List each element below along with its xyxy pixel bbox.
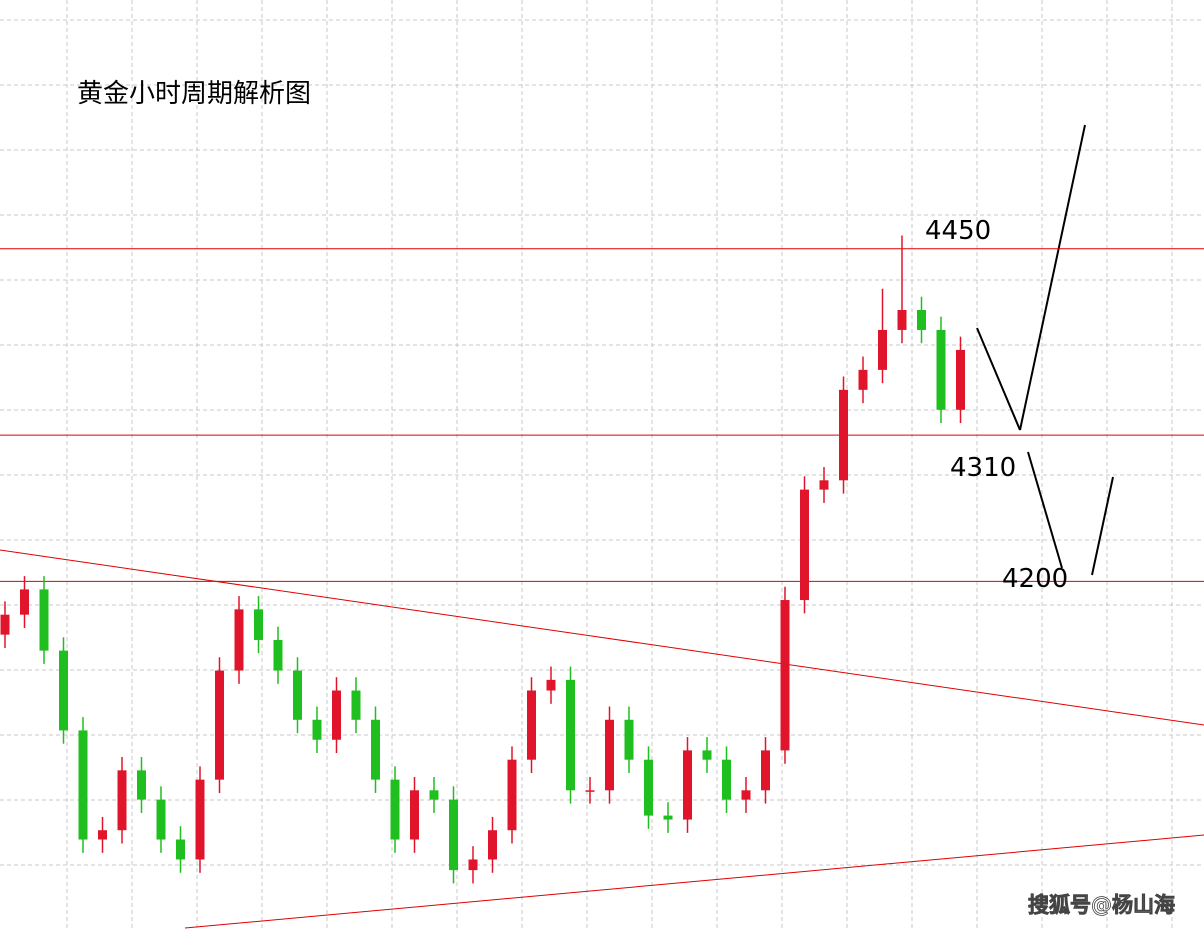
candle-body xyxy=(566,679,575,791)
candle-body xyxy=(98,830,107,840)
trend-line xyxy=(0,549,1204,726)
candle-body xyxy=(663,815,673,820)
candle-body xyxy=(527,690,536,760)
candle-body xyxy=(78,730,88,840)
candle-body xyxy=(176,839,185,860)
candle-body xyxy=(215,670,224,780)
candle-body xyxy=(312,719,322,740)
candle-body xyxy=(137,770,146,800)
candle-body xyxy=(195,779,205,860)
candle-body xyxy=(741,790,751,800)
candle-body xyxy=(351,690,361,720)
candle-body xyxy=(488,830,497,860)
chart-title: 黄金小时周期解析图 xyxy=(77,79,311,109)
candle-body xyxy=(819,480,829,490)
candle-body xyxy=(605,719,614,791)
candle-body xyxy=(917,310,926,330)
candle-body xyxy=(156,799,166,840)
candle-body xyxy=(878,329,887,370)
candle-body xyxy=(332,690,341,740)
candle-body xyxy=(390,779,400,840)
candle-body xyxy=(59,650,68,731)
candle-body xyxy=(429,790,439,800)
candle-body xyxy=(234,609,244,671)
candle-body xyxy=(585,790,595,792)
candle-body xyxy=(410,790,419,840)
level-label: 4450 xyxy=(925,216,991,246)
candle-body xyxy=(780,600,790,751)
candle-body xyxy=(683,750,692,820)
candle-body xyxy=(117,770,127,831)
candle-body xyxy=(546,679,556,691)
candle-body xyxy=(839,389,848,481)
projection-lines xyxy=(976,124,1114,576)
level-label: 4310 xyxy=(950,453,1016,483)
candle-body xyxy=(449,799,458,871)
candle-body xyxy=(39,589,49,651)
candle-body xyxy=(273,639,283,671)
candle-body xyxy=(254,609,263,640)
candle-body xyxy=(624,719,634,760)
candle-body xyxy=(722,759,731,800)
level-label: 4200 xyxy=(1002,564,1068,594)
candle-body xyxy=(507,759,517,831)
watermark: 搜狐号@杨山海 xyxy=(1028,893,1175,917)
candle-body xyxy=(956,349,965,410)
candle-body xyxy=(0,614,10,635)
trend-line xyxy=(184,834,1204,929)
candle-body xyxy=(858,369,868,390)
candle-body xyxy=(20,589,29,615)
candle-body xyxy=(644,759,653,816)
candle-body xyxy=(468,859,478,871)
candle-body xyxy=(702,750,712,760)
candle-body xyxy=(936,329,946,410)
candle-body xyxy=(761,750,770,791)
candle-body xyxy=(293,670,302,720)
candle-body xyxy=(800,489,809,601)
candle-body xyxy=(897,310,907,330)
candle-body xyxy=(371,719,380,780)
